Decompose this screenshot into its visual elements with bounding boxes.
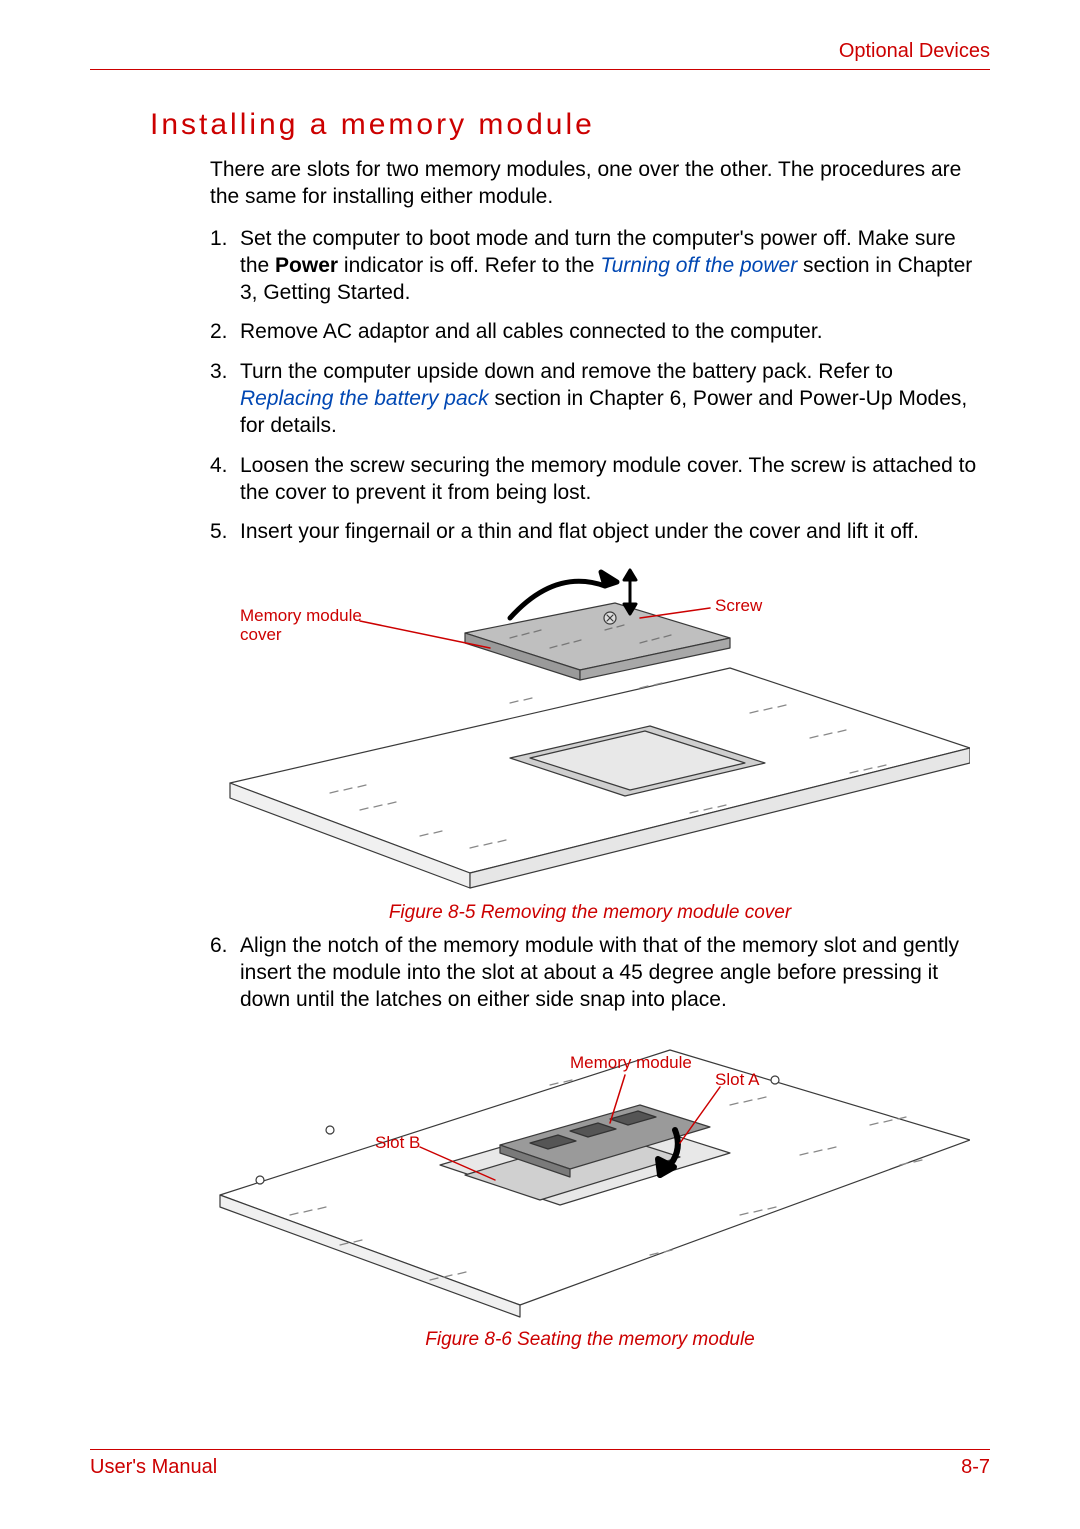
fig1-label-cover: Memory module cover	[240, 606, 362, 645]
steps-list: 1. Set the computer to boot mode and tur…	[210, 225, 990, 546]
steps-list-cont: 6.Align the notch of the memory module w…	[210, 932, 990, 1014]
step-4-text: Loosen the screw securing the memory mod…	[240, 454, 976, 504]
header-section: Optional Devices	[90, 40, 990, 69]
step-5: 5.Insert your fingernail or a thin and f…	[210, 518, 990, 545]
step-5-text: Insert your fingernail or a thin and fla…	[240, 520, 919, 543]
step-1-bold: Power	[275, 254, 338, 277]
figure-8-6: Memory module Slot A Slot B Figure 8-6 S…	[210, 1025, 970, 1351]
footer-left: User's Manual	[90, 1456, 217, 1479]
footer: User's Manual 8-7	[90, 1449, 990, 1479]
step-6: 6.Align the notch of the memory module w…	[210, 932, 990, 1014]
step-2: 2.Remove AC adaptor and all cables conne…	[210, 318, 990, 345]
footer-rule	[90, 1449, 990, 1450]
section-title: Installing a memory module	[150, 108, 990, 142]
fig2-label-slotb: Slot B	[375, 1133, 420, 1153]
footer-right: 8-7	[961, 1456, 990, 1479]
intro-paragraph: There are slots for two memory modules, …	[210, 156, 990, 211]
fig2-label-module: Memory module	[570, 1053, 692, 1073]
fig2-caption: Figure 8-6 Seating the memory module	[210, 1329, 970, 1351]
step-1: 1. Set the computer to boot mode and tur…	[210, 225, 990, 307]
fig1-caption: Figure 8-5 Removing the memory module co…	[210, 902, 970, 924]
fig1-label-screw: Screw	[715, 596, 762, 616]
step-1-text-c: indicator is off. Refer to the	[338, 254, 600, 277]
step-6-text: Align the notch of the memory module wit…	[240, 934, 959, 1012]
step-4: 4.Loosen the screw securing the memory m…	[210, 452, 990, 507]
step-1-link[interactable]: Turning off the power	[600, 254, 797, 277]
step-2-text: Remove AC adaptor and all cables connect…	[240, 320, 823, 343]
step-3-link[interactable]: Replacing the battery pack	[240, 387, 489, 410]
fig2-label-slota: Slot A	[715, 1070, 759, 1090]
step-3: 3. Turn the computer upside down and rem…	[210, 358, 990, 440]
step-3-text-a: Turn the computer upside down and remove…	[240, 360, 893, 383]
figure-8-5: Memory module cover Screw Figure 8-5 Rem…	[210, 558, 970, 924]
header-rule	[90, 69, 990, 70]
